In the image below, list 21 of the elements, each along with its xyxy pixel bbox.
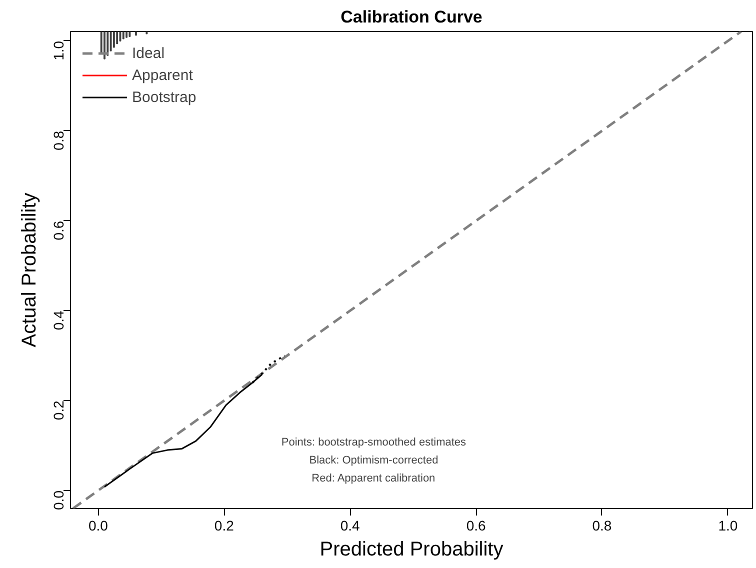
x-tick-label: 0.6 [466, 518, 486, 534]
y-axis-title: Actual Probability [18, 192, 40, 348]
y-tick-label: 1.0 [50, 40, 66, 60]
y-tick-label: 0.6 [50, 220, 66, 240]
x-tick-label: 0.8 [592, 518, 612, 534]
x-axis-title: Predicted Probability [320, 538, 504, 560]
annotation: Red: Apparent calibration [312, 472, 436, 484]
legend-label: Ideal [132, 44, 165, 62]
y-tick-label: 0.8 [50, 130, 66, 150]
x-tick-label: 0.4 [340, 518, 360, 534]
legend-label: Apparent [132, 66, 193, 84]
x-tick-label: 1.0 [718, 518, 738, 534]
annotation: Points: bootstrap-smoothed estimates [281, 436, 467, 448]
y-tick-label: 0.2 [50, 400, 66, 420]
legend-label: Bootstrap [132, 88, 196, 106]
chart-title: Calibration Curve [340, 8, 482, 26]
annotation: Black: Optimism-corrected [309, 454, 438, 466]
y-tick-label: 0.0 [50, 490, 66, 510]
x-tick-label: 0.0 [88, 518, 108, 534]
y-tick-label: 0.4 [50, 310, 66, 330]
x-tick-label: 0.2 [214, 518, 234, 534]
